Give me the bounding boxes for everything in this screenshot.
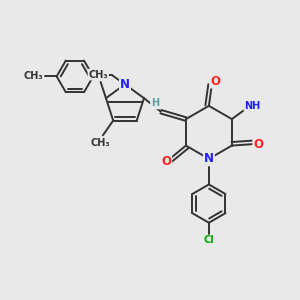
Text: NH: NH xyxy=(244,100,261,110)
Text: CH₃: CH₃ xyxy=(24,71,44,81)
Text: H: H xyxy=(151,98,159,109)
Text: O: O xyxy=(161,155,171,168)
Text: CH₃: CH₃ xyxy=(91,138,110,148)
Text: CH₃: CH₃ xyxy=(88,70,108,80)
Text: O: O xyxy=(210,75,220,88)
Text: O: O xyxy=(253,138,263,151)
Text: N: N xyxy=(204,152,214,165)
Text: Cl: Cl xyxy=(203,236,214,245)
Text: N: N xyxy=(120,78,130,91)
